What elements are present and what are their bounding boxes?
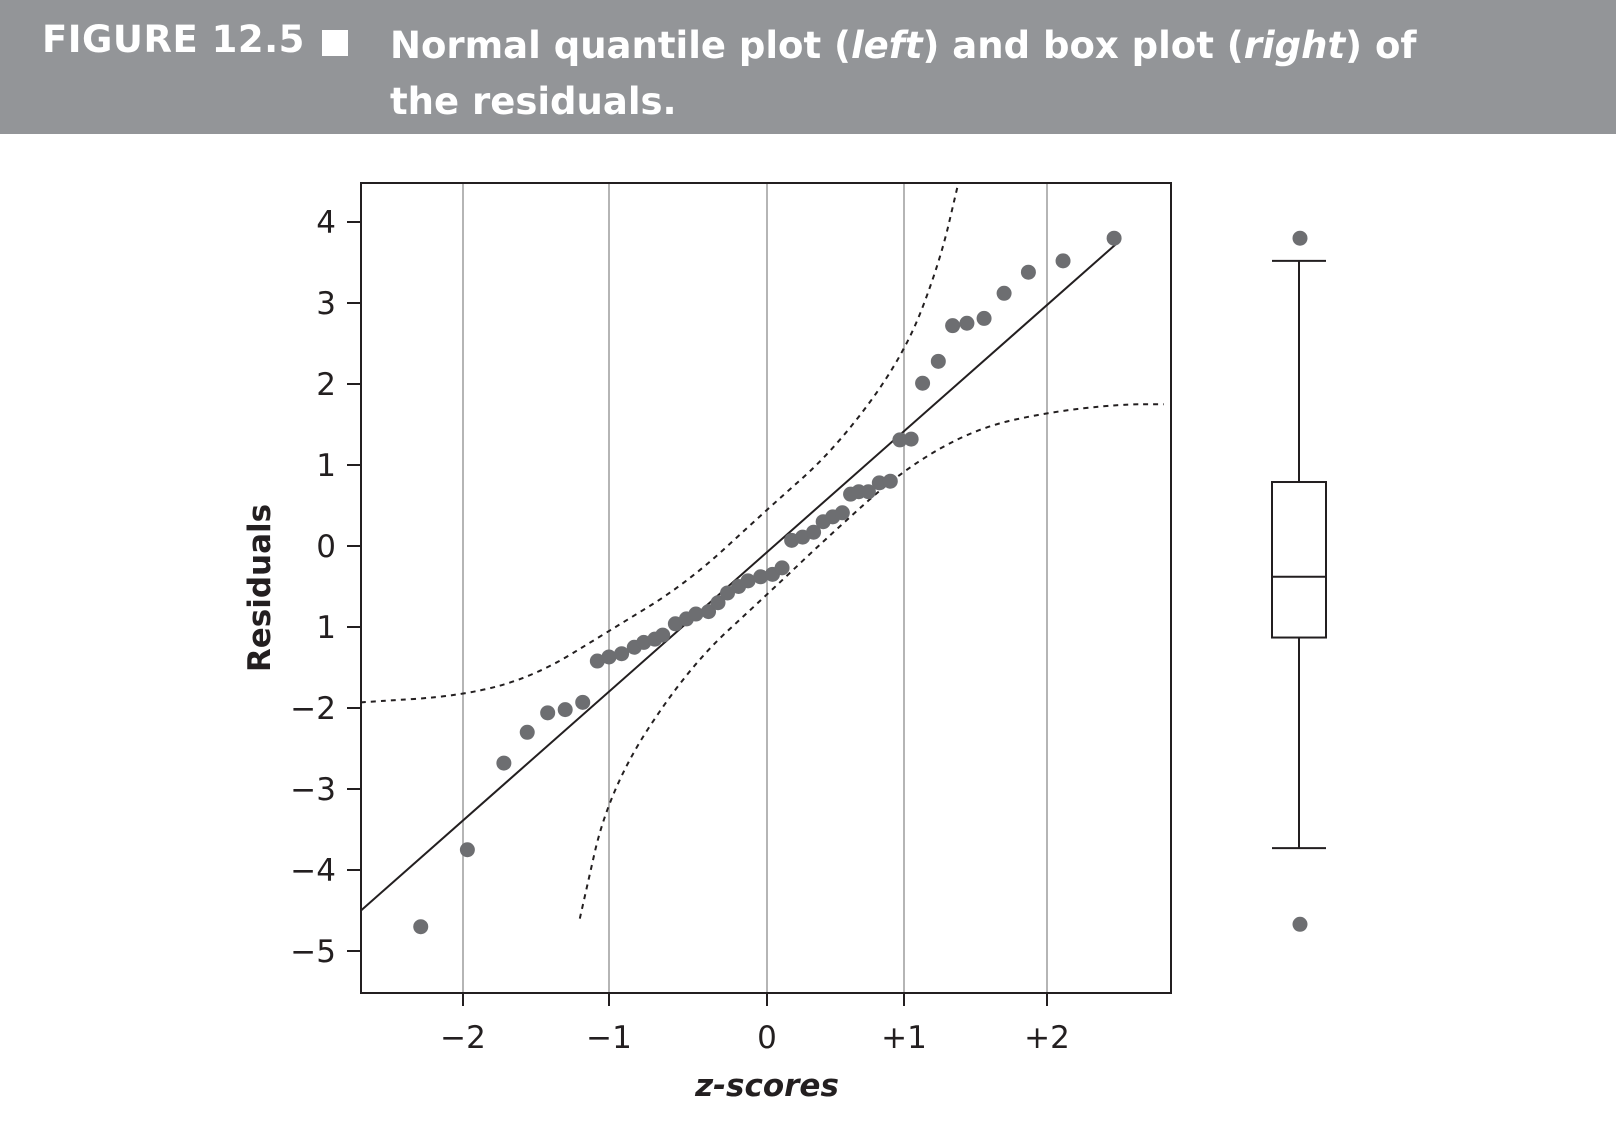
data-point xyxy=(834,505,850,521)
data-point xyxy=(589,653,605,669)
figure-number: FIGURE 12.5 xyxy=(42,18,305,61)
data-point xyxy=(740,573,756,589)
data-point xyxy=(903,431,919,447)
figure-caption-banner: FIGURE 12.5 Normal quantile plot (left) … xyxy=(0,0,1616,134)
confidence-bands xyxy=(360,182,1164,919)
caption-text: ) and box plot ( xyxy=(922,24,1244,67)
x-tick-label: 0 xyxy=(757,1020,777,1056)
data-point xyxy=(892,432,908,448)
confidence-band-lower xyxy=(578,403,1164,919)
data-point xyxy=(1055,253,1071,269)
data-point xyxy=(614,646,630,662)
caption-left: left xyxy=(850,24,923,67)
data-point xyxy=(1020,264,1036,280)
caption-right: right xyxy=(1243,24,1346,67)
x-tick-label: −1 xyxy=(586,1020,632,1056)
data-point xyxy=(882,473,898,489)
data-point xyxy=(720,585,735,601)
data-point xyxy=(710,595,726,611)
data-point xyxy=(496,755,512,771)
outlier-point xyxy=(1292,230,1308,246)
vertical-gridlines xyxy=(462,183,1048,993)
data-point xyxy=(996,285,1012,301)
y-tick-label: −3 xyxy=(290,772,336,808)
data-points xyxy=(413,230,1122,935)
y-tick-label: −5 xyxy=(290,934,336,970)
box-plot xyxy=(1271,230,1327,932)
y-tick-label: 3 xyxy=(316,286,336,322)
data-point xyxy=(871,475,887,491)
caption-text: Normal quantile plot ( xyxy=(390,24,851,67)
data-point xyxy=(959,315,975,331)
figure-caption: Normal quantile plot (left) and box plot… xyxy=(390,18,1490,130)
x-axis-title: z-scores xyxy=(694,1068,839,1104)
x-axis-title-text: z-scores xyxy=(694,1068,839,1104)
data-point xyxy=(459,842,475,858)
data-point xyxy=(601,649,617,665)
data-point xyxy=(915,375,931,391)
y-tick-label: −2 xyxy=(290,691,336,727)
y-tick-label: 0 xyxy=(316,529,336,565)
data-point xyxy=(557,702,573,718)
data-point xyxy=(774,560,790,576)
data-point xyxy=(701,604,717,620)
y-tick-label: 2 xyxy=(316,367,336,403)
data-point xyxy=(753,569,769,585)
data-point xyxy=(540,705,556,721)
data-point xyxy=(688,606,704,622)
data-point xyxy=(806,524,822,540)
x-tick-label: +2 xyxy=(1024,1020,1070,1056)
outlier-point xyxy=(1292,916,1308,932)
data-point xyxy=(860,484,876,500)
x-tick-label: −2 xyxy=(440,1020,486,1056)
data-point xyxy=(930,353,946,369)
data-point xyxy=(413,919,429,935)
confidence-band-upper xyxy=(360,182,960,704)
x-axis-ticks: −2 −1 0 +1 +2 xyxy=(440,993,1070,1056)
x-tick-label: +1 xyxy=(881,1020,927,1056)
data-point xyxy=(976,310,992,326)
interquartile-box xyxy=(1271,481,1327,639)
data-point xyxy=(655,627,671,643)
y-tick-label: 1 xyxy=(316,448,336,484)
y-axis-title: Residuals xyxy=(242,504,278,672)
y-axis-ticks: 4 3 2 1 0 1 −2 −3 −4 −5 xyxy=(290,205,361,970)
data-point xyxy=(945,318,961,334)
data-point xyxy=(575,694,591,710)
y-tick-label: −4 xyxy=(290,853,336,889)
y-tick-label: 4 xyxy=(316,205,336,241)
data-point xyxy=(1106,230,1122,246)
square-bullet-icon xyxy=(322,30,348,56)
caption-text: ) of the residuals. xyxy=(390,24,1417,123)
reference-line xyxy=(360,239,1121,912)
y-tick-label: 1 xyxy=(316,610,336,646)
data-point xyxy=(519,724,535,740)
